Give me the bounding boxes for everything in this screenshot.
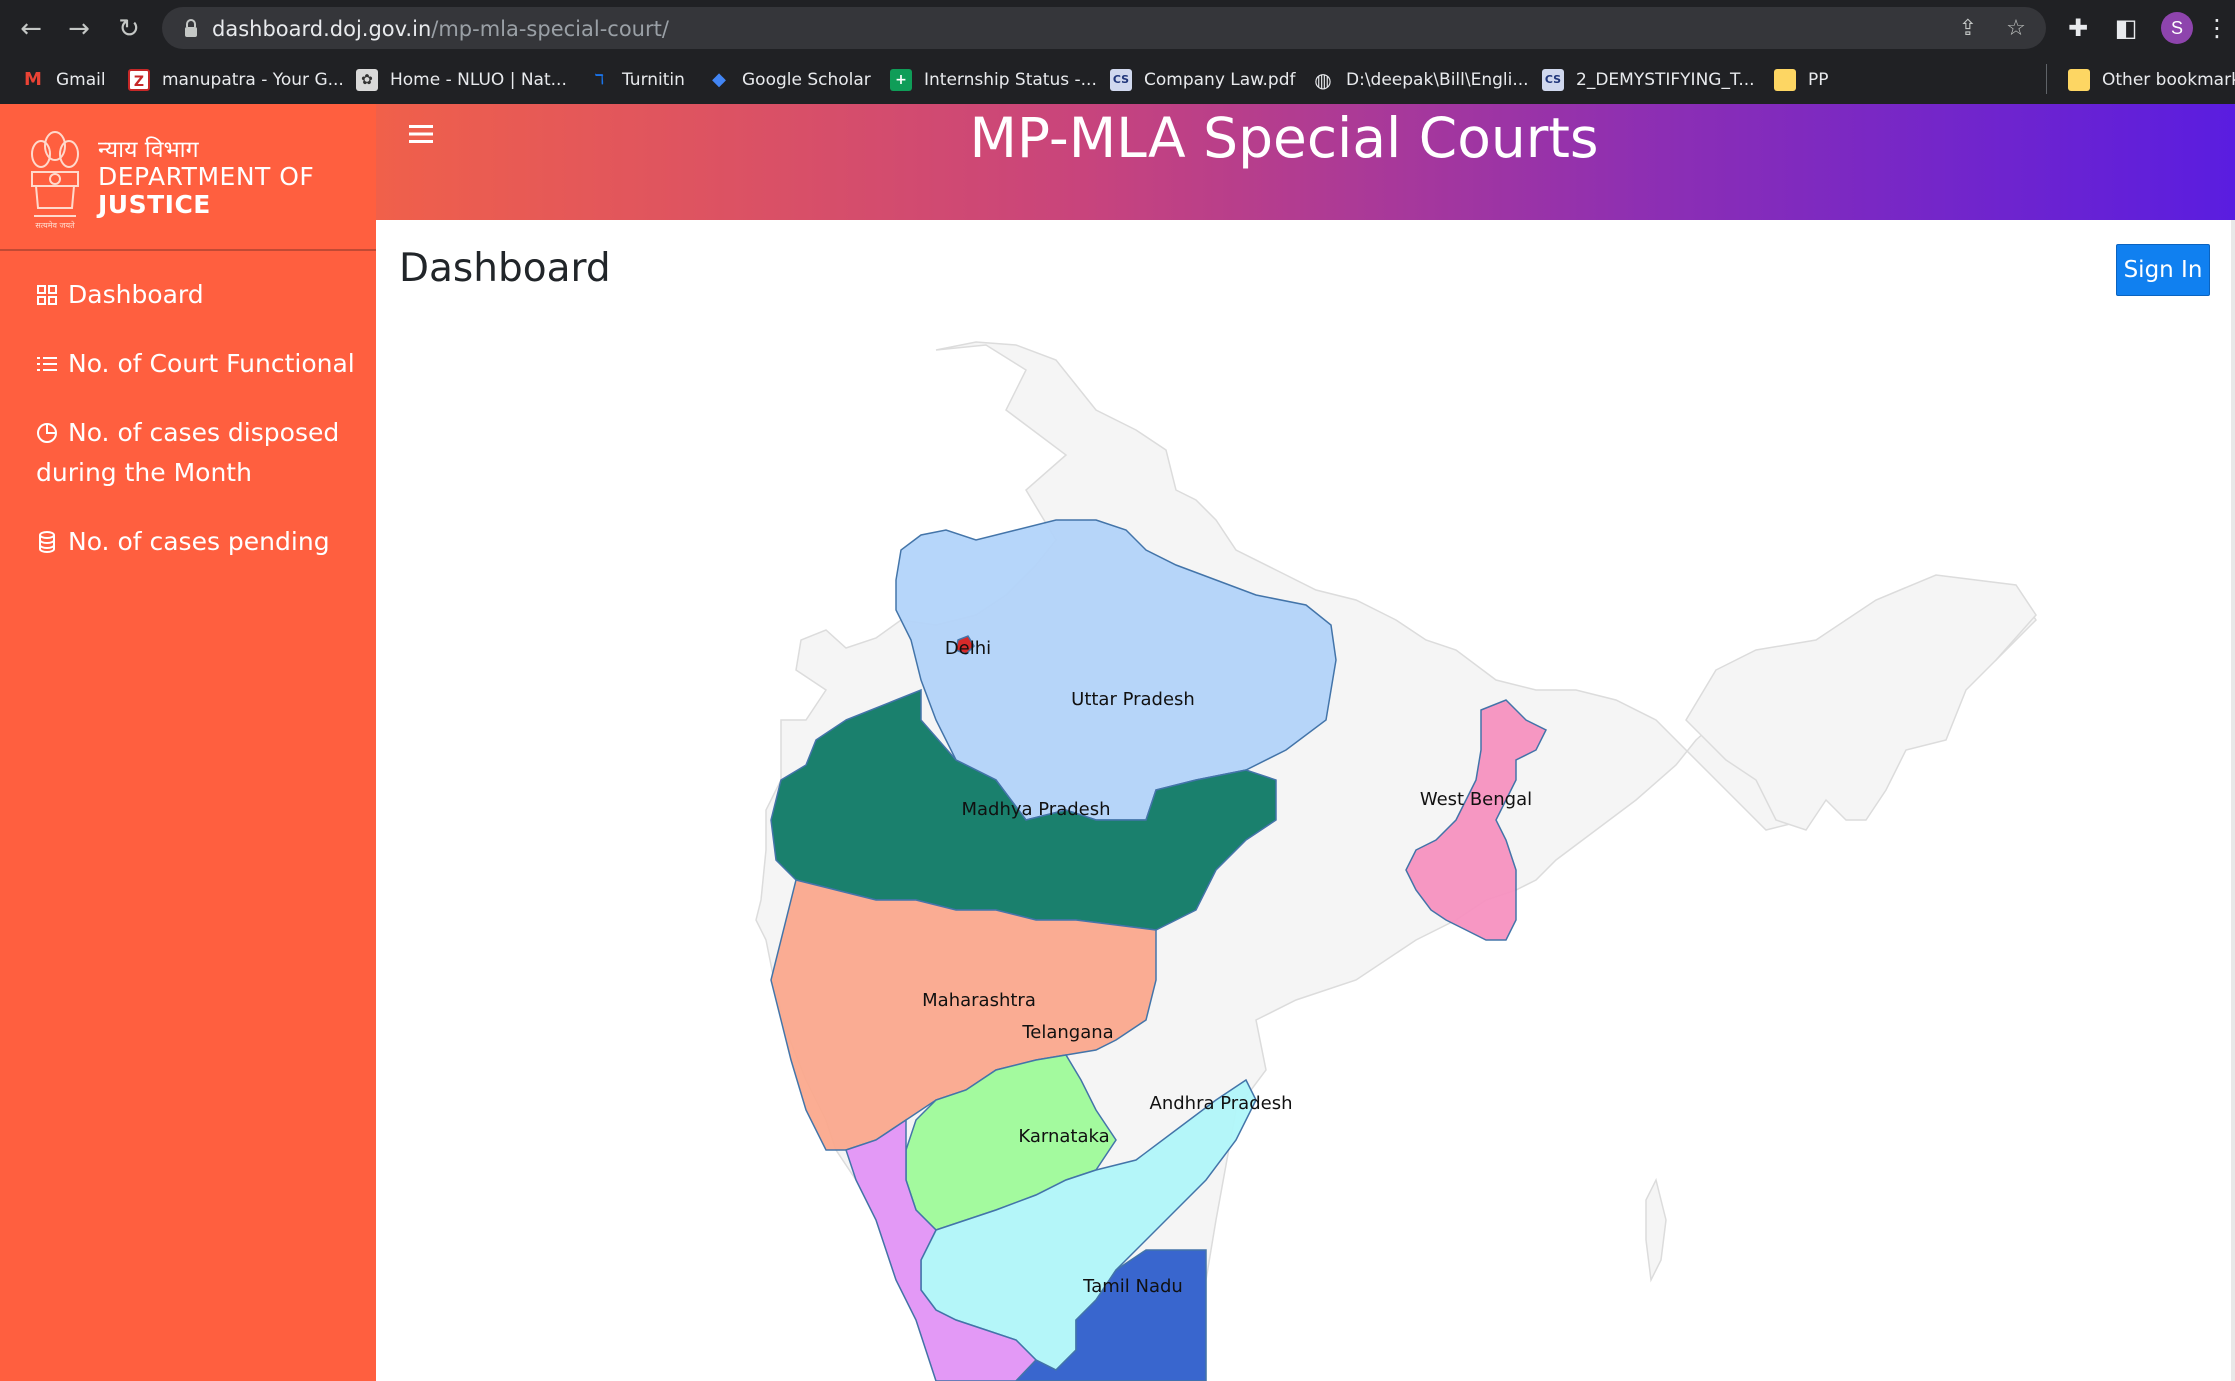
map-state-west-bengal[interactable] [1405,699,1548,941]
bookmark-label: Company Law.pdf [1144,70,1296,90]
sign-in-button[interactable]: Sign In [2116,244,2210,296]
folder-icon [1774,69,1796,91]
sidebar-item-label: No. of cases pending [68,527,330,556]
database-icon [39,531,55,553]
url-host: dashboard.doj.gov.in [212,17,432,41]
folder-icon [2068,69,2090,91]
browser-chrome: ← → ↻ dashboard.doj.gov.in/mp-mla-specia… [0,0,2235,104]
pdf-icon: CS [1110,69,1132,91]
forward-icon[interactable]: → [68,14,90,44]
bookmark-nluo[interactable]: ✿ Home - NLUO | Nat... [356,66,567,94]
bookmark-google-scholar[interactable]: ◆ Google Scholar [708,66,871,94]
scholar-icon: ◆ [712,69,726,90]
gmail-icon: M [24,69,42,90]
browser-toolbar: ← → ↻ dashboard.doj.gov.in/mp-mla-specia… [0,0,2235,56]
bookmark-internship-status[interactable]: + Internship Status -... [890,66,1097,94]
hamburger-icon[interactable] [409,124,433,144]
other-bookmarks[interactable]: Other bookmarks [2068,66,2235,94]
bookmark-label: D:\deepak\Bill\Engli... [1346,70,1529,90]
sidebar-item-label: No. of Court Functional [68,349,355,378]
bookmark-label: Gmail [56,70,106,90]
side-panel-icon[interactable]: ◧ [2114,14,2138,42]
map-label-andhra-pradesh: Andhra Pradesh [1150,1093,1293,1114]
sidebar-item-dashboard[interactable]: Dashboard [36,275,366,315]
map-base-northeast [1685,574,2037,831]
map-label-karnataka: Karnataka [1018,1126,1109,1147]
bookmark-turnitin[interactable]: ℸ Turnitin [588,66,685,94]
scrollbar[interactable] [2231,220,2235,1381]
map-label-tamil-nadu: Tamil Nadu [1082,1276,1183,1297]
bookmark-gmail[interactable]: M Gmail [22,66,106,94]
reload-icon[interactable]: ↻ [118,14,140,44]
bookmark-label: Google Scholar [742,70,871,90]
page-header: MP-MLA Special Courts [376,104,2235,220]
map-label-west-bengal: West Bengal [1420,789,1532,810]
globe-icon: ◍ [1314,68,1332,92]
map-label-uttar-pradesh: Uttar Pradesh [1071,689,1195,710]
map-label-delhi: Delhi [945,638,991,659]
lock-icon [185,19,197,37]
map-state-madhya-pradesh[interactable] [770,688,1277,931]
bookmark-label: Internship Status -... [924,70,1097,90]
bookmark-label: manupatra - Your G... [162,70,344,90]
sidebar-item-label: No. of cases disposed [68,418,340,447]
bookmark-label: PP [1808,70,1829,90]
sidebar-item-label-continued: during the Month [36,458,252,487]
brand-line1: DEPARTMENT OF [98,162,315,191]
list-icon [37,357,57,371]
site-title-text: MP-MLA Special Courts [969,106,1599,170]
national-emblem-icon: सत्यमेव जयते [31,131,79,230]
bookmark-label: Turnitin [622,70,685,90]
bookmark-manupatra[interactable]: Z manupatra - Your G... [128,66,344,94]
map-label-telangana: Telangana [1021,1022,1113,1043]
map-state-delhi[interactable] [955,635,975,655]
main-content: Delhi Uttar Pradesh West Bengal Madhya P… [376,220,2235,1381]
sidebar-item-cases-pending[interactable]: No. of cases pending [36,522,366,562]
map-label-maharashtra: Maharashtra [922,990,1036,1011]
sidebar-item-label: Dashboard [68,280,204,309]
bookmarks-bar: M Gmail Z manupatra - Your G... ✿ Home -… [0,56,2235,104]
brand-hindi-text: न्याय विभाग [98,137,199,163]
map-state-tamil-nadu[interactable] [1014,1249,1207,1381]
sidebar-item-cases-disposed[interactable]: No. of cases disposed during the Month [36,413,366,493]
bookmarks-divider [2046,64,2047,94]
url-path: /mp-mla-special-court/ [431,17,669,41]
sheets-icon: + [890,69,912,91]
star-icon[interactable]: ☆ [2006,16,2026,41]
brand-logo[interactable]: सत्यमेव जयते न्याय विभाग DEPARTMENT OF J… [0,104,376,250]
brand-line2: JUSTICE [98,190,211,219]
back-icon[interactable]: ← [20,14,42,44]
profile-avatar[interactable]: S [2161,12,2193,44]
map-label-madhya-pradesh: Madhya Pradesh [961,799,1110,820]
bookmark-folder-pp[interactable]: PP [1774,66,1829,94]
other-bookmarks-label: Other bookmarks [2102,70,2235,90]
bookmark-label: 2_DEMYSTIFYING_T... [1576,70,1755,90]
pie-chart-icon [37,423,57,443]
india-state-map: Delhi Uttar Pradesh West Bengal Madhya P… [755,341,2037,1381]
bookmark-label: Home - NLUO | Nat... [390,70,567,90]
bookmark-local-file[interactable]: ◍ D:\deepak\Bill\Engli... [1312,66,1529,94]
map-state-maharashtra[interactable] [770,879,1157,1151]
svg-text:सत्यमेव जयते: सत्यमेव जयते [35,220,75,230]
bookmark-company-law[interactable]: CS Company Law.pdf [1110,66,1295,94]
extensions-icon[interactable]: ✚ [2067,14,2089,42]
sidebar-item-court-functional[interactable]: No. of Court Functional [36,344,366,384]
share-icon[interactable]: ⇪ [1958,16,1978,41]
map-base-islands [1645,1177,1667,1283]
page-title: Dashboard [399,246,611,291]
bookmark-demystifying[interactable]: CS 2_DEMYSTIFYING_T... [1542,66,1755,94]
pdf-icon: CS [1542,69,1564,91]
address-bar[interactable]: dashboard.doj.gov.in/mp-mla-special-cour… [162,7,2046,49]
turnitin-icon: ℸ [594,72,604,88]
sidebar-divider [0,249,376,251]
nluo-icon: ✿ [356,69,378,91]
sidebar: सत्यमेव जयते न्याय विभाग DEPARTMENT OF J… [0,104,376,1381]
grid-icon [37,285,57,305]
map-state-karnataka[interactable] [845,1118,1038,1381]
menu-kebab-icon[interactable]: ⋮ [2205,14,2229,42]
manupatra-icon: Z [128,69,150,91]
url-text[interactable]: dashboard.doj.gov.in/mp-mla-special-cour… [212,17,669,41]
